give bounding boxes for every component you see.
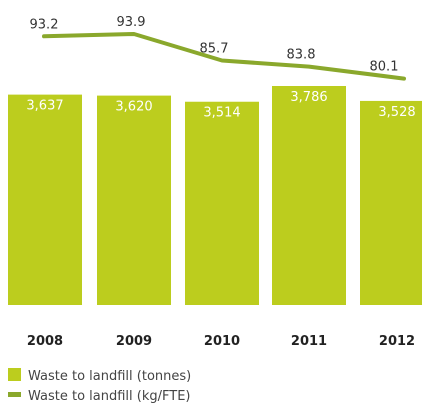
legend: Waste to landfill (tonnes) Waste to land… (8, 368, 191, 404)
x-tick-2012: 2012 (379, 334, 415, 349)
legend-label-kg-fte: Waste to landfill (kg/FTE) (28, 389, 191, 404)
bar-2010 (185, 101, 259, 305)
line-label-2012: 80.1 (370, 60, 399, 75)
bar-label-2009: 3,620 (115, 100, 152, 115)
line-label-2011: 83.8 (287, 48, 316, 63)
line-label-2009: 93.9 (117, 15, 146, 30)
legend-swatch-tonnes (8, 368, 21, 381)
x-tick-2008: 2008 (27, 334, 63, 349)
bars-layer (8, 86, 422, 306)
bar-2012 (360, 100, 422, 306)
line-label-2010: 85.7 (200, 41, 229, 56)
bar-2008 (8, 94, 82, 305)
line-series-kg-fte (42, 32, 406, 81)
bar-2009 (97, 95, 171, 305)
bar-label-2008: 3,637 (26, 99, 63, 114)
x-tick-2011: 2011 (291, 334, 327, 349)
line-layer (40, 30, 408, 83)
x-tick-2010: 2010 (204, 334, 240, 349)
bar-label-2010: 3,514 (203, 106, 240, 121)
line-labels-layer: 93.2 93.9 85.7 83.8 80.1 (30, 15, 399, 75)
x-axis-ticks: 2008 2009 2010 2011 2012 (27, 334, 415, 349)
bar-label-2012: 3,528 (378, 105, 415, 120)
legend-label-tonnes: Waste to landfill (tonnes) (28, 369, 191, 384)
bar-2011 (272, 86, 346, 305)
bar-labels-layer: 3,637 3,620 3,514 3,786 3,528 (26, 90, 415, 121)
line-label-2008: 93.2 (30, 17, 59, 32)
x-tick-2009: 2009 (116, 334, 152, 349)
bar-label-2011: 3,786 (290, 90, 327, 105)
legend-swatch-kg-fte (8, 392, 21, 397)
